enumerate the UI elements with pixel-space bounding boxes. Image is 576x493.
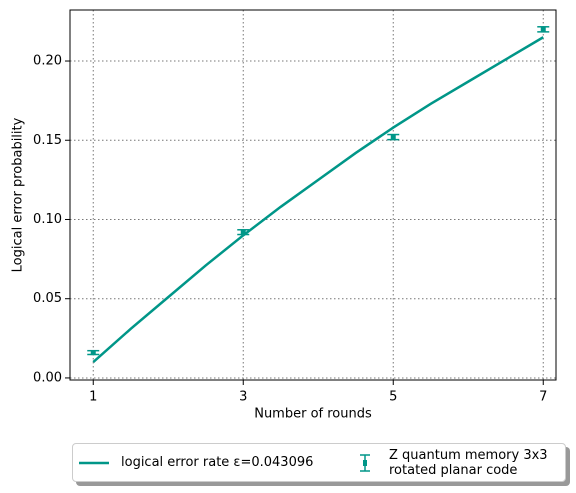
y-tick-label: 0.05: [33, 291, 62, 306]
fit-line: [92, 36, 544, 364]
legend-entry: Z quantum memory 3x3 rotated planar code: [355, 444, 548, 481]
legend-entry: logical error rate ε=0.043096: [79, 444, 313, 481]
x-tick-label: 7: [539, 390, 547, 405]
x-tick-label: 1: [89, 390, 97, 405]
x-axis-label: Number of rounds: [254, 407, 372, 422]
legend-errorbar-swatch: [360, 453, 370, 472]
legend-label: Z quantum memory 3x3 rotated planar code: [389, 447, 548, 478]
legend: logical error rate ε=0.043096 Z quantum …: [72, 443, 566, 482]
plot-frame: [69, 9, 557, 381]
data-point: [390, 134, 396, 140]
y-tick-label: 0.20: [33, 54, 62, 69]
legend-errorbar: [360, 453, 370, 472]
y-tick-label: 0.10: [33, 212, 62, 227]
y-tick-label: 0.15: [33, 133, 62, 148]
data-point: [240, 229, 246, 235]
legend-label: logical error rate ε=0.043096: [121, 455, 314, 470]
x-tick-label: 5: [389, 390, 397, 405]
x-tick-label: 3: [239, 390, 247, 405]
data-point: [90, 350, 96, 356]
legend-line-swatch: [79, 461, 109, 464]
y-axis-label: Logical error probability: [11, 117, 26, 272]
data-point: [540, 26, 546, 32]
y-tick-label: 0.00: [33, 370, 62, 385]
chart: Number of rounds Logical error probabili…: [11, 9, 557, 422]
